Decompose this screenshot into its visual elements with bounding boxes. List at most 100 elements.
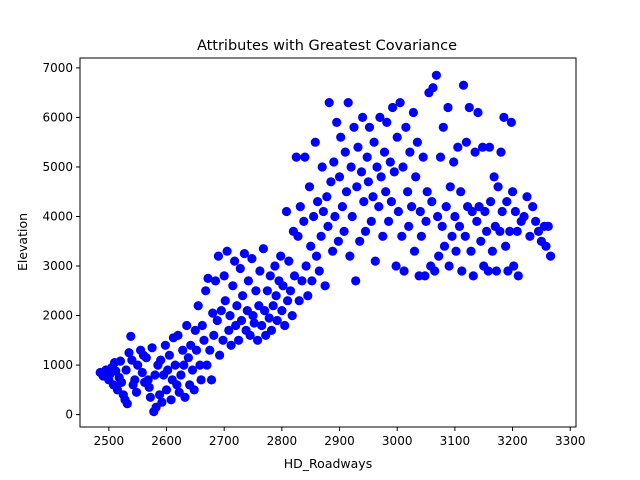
- data-point: [189, 385, 199, 395]
- data-point: [115, 356, 125, 366]
- data-point: [411, 172, 421, 182]
- data-point: [449, 157, 459, 167]
- data-point: [203, 273, 213, 283]
- data-point: [339, 226, 349, 236]
- data-point: [131, 387, 142, 397]
- data-point: [183, 353, 193, 363]
- data-point: [510, 206, 520, 217]
- data-point: [329, 157, 339, 167]
- data-point: [506, 117, 516, 127]
- data-point: [379, 147, 390, 157]
- data-point: [355, 236, 365, 246]
- data-point: [253, 335, 263, 345]
- data-point: [489, 172, 499, 182]
- x-axis-label: HD_Roadways: [284, 456, 372, 471]
- data-point: [272, 315, 282, 326]
- data-point: [322, 192, 332, 202]
- data-point: [409, 246, 420, 256]
- points-layer: [95, 70, 556, 417]
- data-point: [525, 231, 535, 241]
- data-point: [478, 142, 488, 152]
- data-point: [224, 325, 234, 335]
- data-point: [495, 226, 505, 236]
- y-tick-label: 4000: [42, 209, 73, 223]
- data-point: [435, 152, 446, 162]
- data-point: [428, 83, 438, 93]
- data-point: [372, 162, 382, 172]
- data-point: [360, 226, 371, 236]
- data-point: [496, 147, 506, 157]
- data-point: [382, 117, 392, 127]
- data-point: [378, 231, 388, 241]
- data-point: [133, 360, 143, 370]
- data-point: [330, 211, 340, 222]
- data-point: [141, 353, 151, 363]
- data-point: [191, 345, 202, 355]
- data-point: [395, 98, 405, 108]
- data-point: [157, 397, 167, 407]
- data-point: [493, 182, 503, 192]
- data-point: [439, 241, 450, 251]
- data-point: [418, 152, 428, 162]
- data-point: [166, 395, 176, 405]
- data-point: [283, 296, 293, 306]
- data-point: [124, 348, 134, 358]
- data-point: [399, 266, 409, 276]
- data-point: [306, 241, 316, 251]
- data-point: [266, 325, 277, 335]
- data-point: [374, 202, 384, 212]
- data-point: [358, 112, 368, 122]
- data-point: [328, 246, 338, 256]
- y-tick-label: 3000: [42, 259, 73, 273]
- data-point: [179, 360, 189, 370]
- data-point: [271, 291, 281, 301]
- data-point: [502, 197, 512, 207]
- data-point: [519, 211, 529, 222]
- data-point: [340, 147, 350, 157]
- data-point: [294, 296, 304, 306]
- data-point: [239, 249, 249, 259]
- data-point: [346, 162, 356, 172]
- data-point: [444, 261, 454, 271]
- data-point: [230, 256, 240, 266]
- data-point: [160, 340, 170, 350]
- data-point: [447, 231, 457, 241]
- data-point: [389, 167, 399, 177]
- data-point: [467, 206, 477, 217]
- data-point: [430, 266, 440, 276]
- data-point: [311, 251, 322, 261]
- data-point: [451, 246, 461, 256]
- data-point: [375, 112, 385, 122]
- data-point: [280, 320, 290, 331]
- data-point: [472, 216, 482, 226]
- data-point: [368, 192, 378, 202]
- data-point: [407, 202, 417, 212]
- data-point: [164, 350, 174, 360]
- data-point: [316, 231, 326, 241]
- data-point: [431, 70, 441, 80]
- data-point: [461, 137, 471, 147]
- data-point: [453, 142, 463, 152]
- data-point: [522, 192, 532, 202]
- data-point: [291, 152, 301, 162]
- data-point: [318, 206, 328, 217]
- data-point: [324, 98, 334, 108]
- data-point: [220, 296, 230, 306]
- data-point: [505, 226, 515, 236]
- data-point: [501, 241, 511, 251]
- data-point: [370, 256, 380, 266]
- data-point: [334, 172, 345, 182]
- data-point: [243, 276, 253, 286]
- data-point: [313, 197, 323, 207]
- y-tick-label: 7000: [42, 61, 73, 75]
- data-point: [392, 132, 402, 142]
- data-point: [297, 276, 307, 286]
- data-point: [491, 266, 501, 276]
- y-tick-label: 1000: [42, 358, 73, 372]
- data-point: [317, 162, 327, 172]
- data-point: [289, 271, 300, 281]
- data-point: [403, 187, 413, 197]
- data-point: [341, 187, 352, 197]
- data-point: [337, 202, 347, 212]
- data-point: [384, 216, 394, 226]
